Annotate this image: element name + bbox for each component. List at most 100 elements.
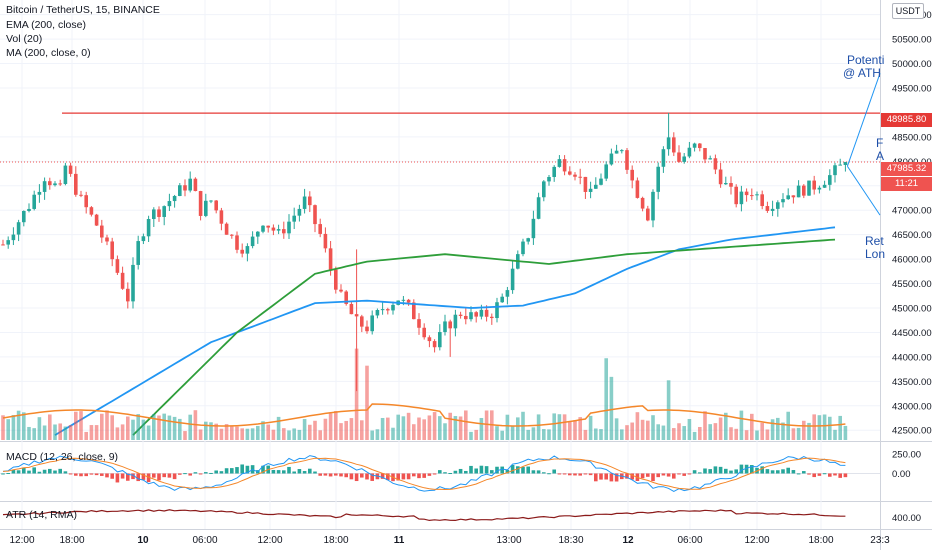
volume-bar [833,429,837,440]
candle-body [328,248,333,270]
candle-body [802,185,806,196]
macd-histogram-bar [100,473,104,476]
candle-body [744,191,749,196]
volume-ma-line [2,403,846,427]
time-tick-label: 06:00 [192,535,217,546]
macd-histogram-bar [703,468,707,474]
candle-body [146,219,151,237]
candle-body [822,184,827,188]
macd-histogram-bar [765,469,770,474]
volume-bar [396,414,400,440]
macd-histogram-bar [505,469,510,474]
macd-histogram-bar [521,467,525,474]
volume-bar [458,416,463,440]
price-tick-label: 49500.00 [892,84,932,95]
candle-body [755,194,759,196]
candle-body [479,309,484,317]
currency-button[interactable]: USDT [892,3,924,19]
volume-bar [230,426,234,440]
macd-histogram-bar [479,465,484,474]
macd-histogram-bar [6,473,10,475]
macd-histogram-bar [198,473,203,475]
candle-body [599,178,603,185]
macd-histogram-bar [297,469,302,474]
candle-body [245,246,250,254]
candle-body [292,215,296,222]
macd-histogram-bar [302,471,307,474]
macd-histogram-bar [68,473,73,475]
volume-bar [422,419,426,440]
volume-bar [334,411,338,440]
volume-bar [755,430,759,440]
volume-bar [604,358,608,440]
macd-histogram-bar [354,473,359,482]
candle-body [796,185,801,198]
price-tick-label: 42500.00 [892,426,932,437]
volume-bar [552,413,556,440]
macd-histogram-bar [152,473,156,478]
volume-bar [37,417,42,440]
volume-bar [110,415,114,440]
volume-bar [547,429,551,440]
candle-body [718,169,723,185]
macd-histogram-bar [791,470,796,474]
macd-histogram-bar [74,473,78,476]
price-tick-label: 44500.00 [892,328,932,339]
volume-bar [292,428,296,440]
volume-bar [417,417,421,440]
volume-bar [344,420,348,440]
volume-bar [578,417,582,440]
candle-body [432,341,437,348]
volume-bar [370,430,374,440]
candle-body [791,195,796,198]
macd-histogram-bar [838,473,842,478]
macd-histogram-bar [16,470,21,474]
macd-histogram-bar [396,473,400,481]
macd-histogram-bar [640,473,645,479]
candle-body [136,241,140,265]
candle-body [453,314,458,329]
volume-bar [510,425,515,440]
candle-body [578,176,582,178]
macd-histogram-bar [583,473,588,475]
candle-body [11,234,16,241]
macd-histogram-bar [1,473,5,475]
volume-bar [802,420,806,440]
candle-body [157,209,161,217]
candle-body [500,296,504,303]
volume-bar [776,417,780,440]
macd-histogram-bar [609,473,614,482]
macd-histogram-bar [406,473,411,480]
macd-histogram-bar [412,473,416,477]
candle-body [786,195,790,200]
candle-body [843,162,848,165]
volume-bar [120,424,125,440]
candle-body [692,143,697,148]
volume-bar [183,431,187,440]
macd-histogram-bar [744,464,749,474]
time-tick-label: 12:00 [9,535,34,546]
candle-body [100,225,104,238]
volume-bar [562,414,567,440]
macd-histogram-bar [630,473,634,480]
volume-bar [672,428,676,440]
candle-body [443,321,447,333]
candle-body [604,164,608,179]
macd-histogram-bar [240,464,244,474]
macd-histogram-bar [53,470,57,474]
volume-bar [765,429,770,440]
volume-bar [630,422,634,440]
volume-bar [53,424,57,440]
volume-bar [136,414,140,440]
volume-bar [594,428,598,440]
candle-body [828,175,832,185]
volume-bar [360,420,364,440]
volume-bar [256,425,260,440]
time-tick-label: 18:00 [59,535,84,546]
candle-body [401,299,406,301]
candle-body [79,194,83,196]
macd-histogram-bar [474,468,478,474]
candle-body [677,152,681,162]
candle-body [729,183,733,187]
